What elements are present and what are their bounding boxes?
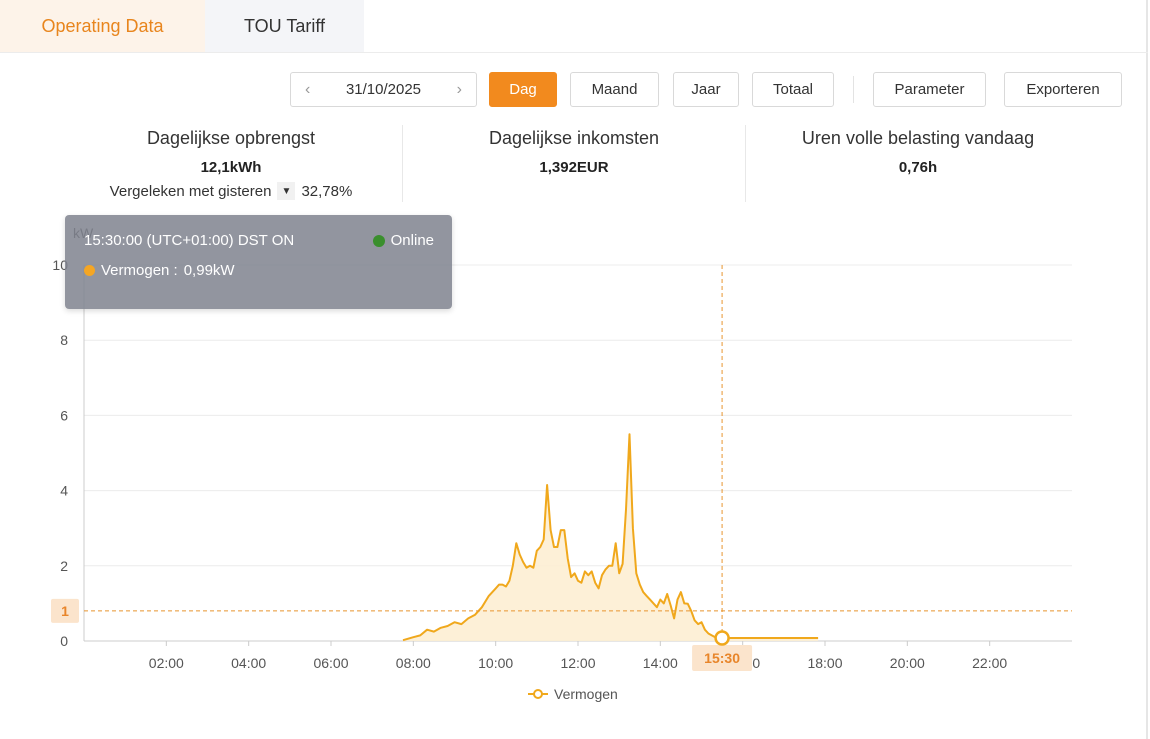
tab-tou-tariff[interactable]: TOU Tariff — [205, 0, 364, 52]
stat-daily-income: Dagelijkse inkomsten 1,392EUR — [444, 128, 704, 176]
y-tick-label: 6 — [60, 407, 68, 423]
y-tick-label: 2 — [60, 558, 68, 574]
crosshair-x-label: 15:30 — [692, 645, 753, 671]
series-dot-icon — [84, 265, 95, 276]
month-button[interactable]: Maand — [570, 72, 659, 107]
legend-line-circle-icon — [528, 689, 548, 699]
x-tick-label: 18:00 — [807, 655, 842, 671]
compare-label: Vergeleken met gisteren — [109, 182, 272, 200]
x-tick-label: 20:00 — [890, 655, 925, 671]
x-tick-label: 22:00 — [972, 655, 1007, 671]
stat-divider — [745, 125, 746, 202]
y-tick-label: 10 — [52, 257, 68, 273]
compare-value: 32,78% — [301, 182, 353, 200]
stat-divider — [402, 125, 403, 202]
stat-full-load-hours: Uren volle belasting vandaag 0,76h — [778, 128, 1058, 176]
stat-title: Dagelijkse opbrengst — [146, 128, 316, 148]
svg-text:1: 1 — [61, 603, 69, 619]
date-value: 31/10/2025 — [345, 81, 422, 98]
year-button[interactable]: Jaar — [673, 72, 739, 107]
x-tick-label: 04:00 — [231, 655, 266, 671]
chart-legend-vermogen[interactable]: Vermogen — [528, 686, 618, 702]
x-tick-label: 02:00 — [149, 655, 184, 671]
y-tick-label: 8 — [60, 332, 68, 348]
chart-tooltip: 15:30:00 (UTC+01:00) DST ON Online Vermo… — [65, 215, 452, 309]
tooltip-series-value: 0,99kW — [183, 262, 235, 279]
yesterday-comparison: Vergeleken met gisteren ▼ 32,78% — [100, 182, 362, 200]
stat-daily-yield: Dagelijkse opbrengst 12,1kWh Vergeleken … — [100, 128, 362, 200]
stat-title: Dagelijkse inkomsten — [488, 128, 660, 148]
tab-operating-data[interactable]: Operating Data — [0, 0, 205, 52]
tooltip-status-label: Online — [390, 232, 434, 249]
date-picker[interactable]: ‹ 31/10/2025 › — [290, 72, 477, 107]
day-button[interactable]: Dag — [489, 72, 557, 107]
stat-value: 0,76h — [898, 159, 938, 176]
stat-title: Uren volle belasting vandaag — [801, 128, 1035, 148]
crosshair-y-label: 1 — [51, 598, 79, 623]
tooltip-time: 15:30:00 (UTC+01:00) DST ON — [84, 232, 295, 249]
parameter-button[interactable]: Parameter — [873, 72, 986, 107]
legend-label: Vermogen — [554, 686, 618, 702]
x-tick-label: 06:00 — [313, 655, 348, 671]
toolbar-divider — [853, 76, 854, 103]
stat-value: 12,1kWh — [200, 159, 262, 176]
tooltip-series-row: Vermogen : 0,99kW — [84, 262, 235, 279]
y-tick-label: 0 — [60, 633, 68, 649]
export-button[interactable]: Exporteren — [1004, 72, 1122, 107]
tooltip-series-label: Vermogen : — [101, 262, 178, 279]
caret-down-icon: ▼ — [277, 182, 296, 200]
power-line — [402, 433, 819, 642]
tooltip-status: Online — [372, 232, 434, 249]
x-tick-label: 14:00 — [643, 655, 678, 671]
total-button[interactable]: Totaal — [752, 72, 834, 107]
y-tick-label: 4 — [60, 483, 68, 499]
tab-bar: Operating Data TOU Tariff — [0, 0, 1148, 53]
online-dot-icon — [372, 234, 385, 247]
x-tick-label: 10:00 — [478, 655, 513, 671]
x-tick-label: 08:00 — [396, 655, 431, 671]
hover-point — [714, 630, 730, 646]
chevron-left-icon[interactable]: ‹ — [305, 80, 311, 98]
svg-text:15:30: 15:30 — [704, 650, 740, 666]
stat-value: 1,392EUR — [539, 159, 609, 176]
chevron-right-icon[interactable]: › — [456, 80, 462, 98]
power-area — [403, 434, 819, 641]
x-tick-label: 12:00 — [560, 655, 595, 671]
